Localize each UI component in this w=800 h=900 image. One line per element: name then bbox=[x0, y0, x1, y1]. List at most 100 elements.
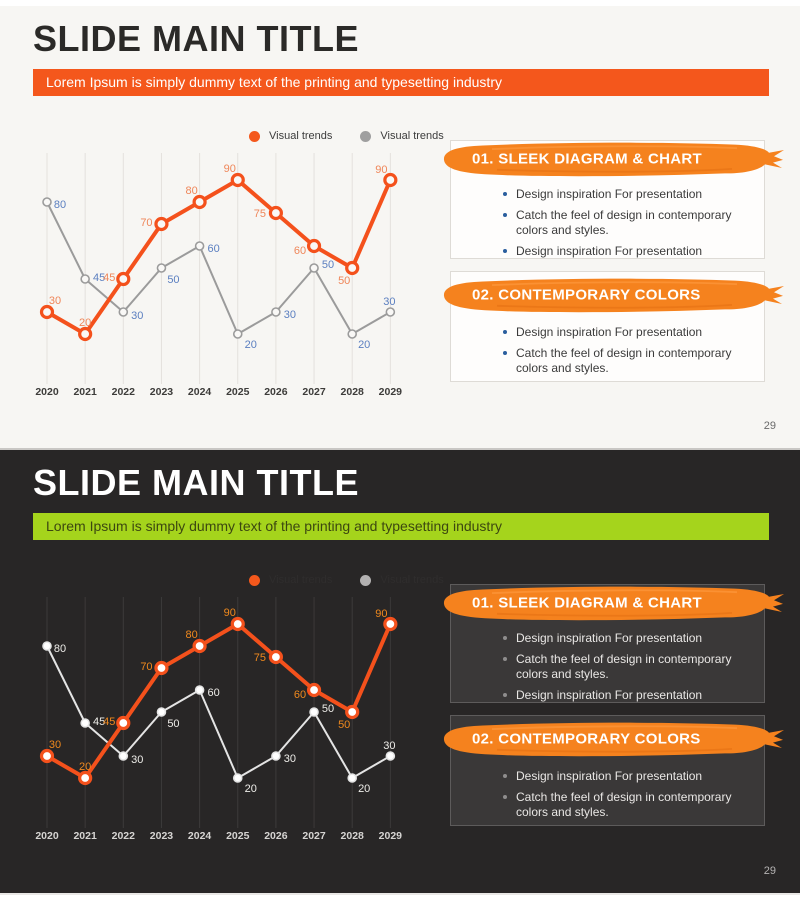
list-item: Design inspiration For presentation bbox=[503, 688, 750, 703]
value-label: 80 bbox=[54, 643, 66, 655]
page-number: 29 bbox=[763, 865, 776, 877]
legend-label-series1: Visual trends bbox=[269, 130, 333, 142]
legend-dot-series1 bbox=[249, 574, 260, 586]
subtitle-text: Lorem Ipsum is simply dummy text of the … bbox=[46, 518, 502, 534]
brush-banner-1: 01. SLEEK DIAGRAM & CHART bbox=[437, 141, 785, 177]
x-axis-label: 2020 bbox=[35, 830, 59, 842]
list-item: Catch the feel of design in contemporary… bbox=[503, 790, 750, 820]
value-label: 50 bbox=[167, 274, 179, 286]
value-label: 30 bbox=[284, 753, 296, 765]
brush-banner-1: 01. SLEEK DIAGRAM & CHART bbox=[437, 585, 785, 621]
series2-point bbox=[232, 329, 243, 339]
series1-point bbox=[154, 660, 169, 676]
slide-dark: SLIDE MAIN TITLE Lorem Ipsum is simply d… bbox=[0, 450, 800, 895]
series1-point bbox=[230, 172, 245, 188]
series2-point bbox=[347, 329, 358, 339]
bullet-text: Design inspiration For presentation bbox=[516, 187, 703, 201]
series2-point bbox=[42, 197, 52, 207]
series2-point bbox=[194, 685, 205, 695]
series1-point bbox=[78, 326, 93, 342]
legend-label-series1: Visual trends bbox=[269, 574, 333, 586]
x-axis-label: 2021 bbox=[73, 386, 97, 398]
bullet-text: Catch the feel of design in contemporary… bbox=[516, 208, 732, 237]
value-label: 30 bbox=[383, 296, 395, 308]
x-axis-label: 2029 bbox=[379, 830, 403, 842]
value-label: 20 bbox=[79, 761, 91, 773]
bullet-list: Design inspiration For presentation Catc… bbox=[503, 769, 750, 826]
value-label: 70 bbox=[140, 217, 152, 229]
value-label: 20 bbox=[245, 783, 257, 795]
series2-point bbox=[347, 773, 358, 783]
series1-point bbox=[230, 616, 245, 632]
value-label: 80 bbox=[185, 629, 197, 641]
series2-point bbox=[232, 773, 243, 783]
series2-point bbox=[271, 751, 281, 761]
bullet-icon bbox=[503, 795, 507, 799]
bullet-icon bbox=[503, 657, 507, 661]
x-axis-label: 2024 bbox=[188, 386, 212, 398]
bullet-icon bbox=[503, 213, 507, 217]
bullet-list: Design inspiration For presentation Catc… bbox=[503, 631, 750, 709]
x-axis-label: 2024 bbox=[188, 830, 212, 842]
value-label: 75 bbox=[254, 208, 266, 220]
x-axis-label: 2025 bbox=[226, 386, 250, 398]
series2-point bbox=[156, 707, 167, 717]
series1-point bbox=[383, 616, 398, 632]
chart-legend: Visual trends Visual trends bbox=[249, 130, 444, 142]
list-item: Catch the feel of design in contemporary… bbox=[503, 208, 750, 238]
x-axis-label: 2023 bbox=[150, 830, 174, 842]
value-label: 90 bbox=[375, 608, 387, 620]
legend-label-series2: Visual trends bbox=[380, 130, 444, 142]
bullet-text: Catch the feel of design in contemporary… bbox=[516, 652, 732, 681]
brush-banner-2: 02. CONTEMPORARY COLORS bbox=[437, 277, 785, 313]
brush-stroke-icon bbox=[443, 722, 784, 757]
subtitle-text: Lorem Ipsum is simply dummy text of the … bbox=[46, 74, 502, 90]
brush-stroke-icon bbox=[443, 278, 784, 313]
value-label: 50 bbox=[322, 703, 334, 715]
x-axis-label: 2022 bbox=[112, 386, 136, 398]
series2-point bbox=[42, 641, 52, 651]
series2-point bbox=[80, 274, 90, 284]
bullet-text: Design inspiration For presentation bbox=[516, 325, 703, 339]
x-axis-label: 2027 bbox=[302, 386, 326, 398]
brush-stroke-icon bbox=[443, 586, 784, 621]
value-label: 20 bbox=[79, 317, 91, 329]
bullet-text: Catch the feel of design in contemporary… bbox=[516, 346, 732, 375]
card-heading: 01. SLEEK DIAGRAM & CHART bbox=[472, 150, 703, 168]
line-chart: 80 45 30 50 60 20 30 50 20 30 30 20 45 70 80 90 75 60 50 90… bbox=[35, 597, 403, 842]
value-label: 60 bbox=[294, 689, 306, 701]
x-axis-label: 2020 bbox=[35, 386, 59, 398]
x-axis-label: 2021 bbox=[73, 830, 97, 842]
value-label: 20 bbox=[245, 339, 257, 351]
line-chart: 80 45 30 50 60 20 30 50 20 30 30 20 45 70 80 90 75 60 50 90… bbox=[35, 153, 402, 398]
subtitle-bar: Lorem Ipsum is simply dummy text of the … bbox=[33, 69, 769, 96]
value-label: 50 bbox=[322, 259, 334, 271]
x-axis-label: 2028 bbox=[341, 386, 365, 398]
card-heading: 01. SLEEK DIAGRAM & CHART bbox=[472, 594, 703, 612]
legend-dot-series1 bbox=[249, 130, 260, 142]
list-item: Catch the feel of design in contemporary… bbox=[503, 346, 750, 376]
series2-point bbox=[118, 751, 129, 761]
list-item: Design inspiration For presentation bbox=[503, 769, 750, 784]
bullet-icon bbox=[503, 330, 507, 334]
series2-point bbox=[271, 307, 281, 317]
value-label: 30 bbox=[383, 740, 395, 752]
value-label: 50 bbox=[338, 719, 350, 731]
x-axis-label: 2026 bbox=[264, 830, 288, 842]
value-label: 30 bbox=[49, 739, 61, 751]
value-label: 60 bbox=[207, 243, 219, 255]
value-label: 45 bbox=[103, 272, 115, 284]
series2-point bbox=[156, 263, 167, 273]
list-item: Design inspiration For presentation bbox=[503, 187, 750, 202]
bullet-text: Design inspiration For presentation bbox=[516, 244, 703, 258]
series1-point bbox=[345, 704, 360, 720]
legend-dot-series2 bbox=[360, 574, 372, 586]
page-number: 29 bbox=[763, 420, 776, 432]
value-label: 30 bbox=[49, 295, 61, 307]
x-axis-label: 2023 bbox=[150, 386, 174, 398]
slide-light: SLIDE MAIN TITLE Lorem Ipsum is simply d… bbox=[0, 6, 800, 450]
value-label: 75 bbox=[254, 652, 266, 664]
series1-line bbox=[46, 178, 393, 336]
page-title: SLIDE MAIN TITLE bbox=[33, 462, 359, 503]
series2-point bbox=[309, 263, 319, 273]
